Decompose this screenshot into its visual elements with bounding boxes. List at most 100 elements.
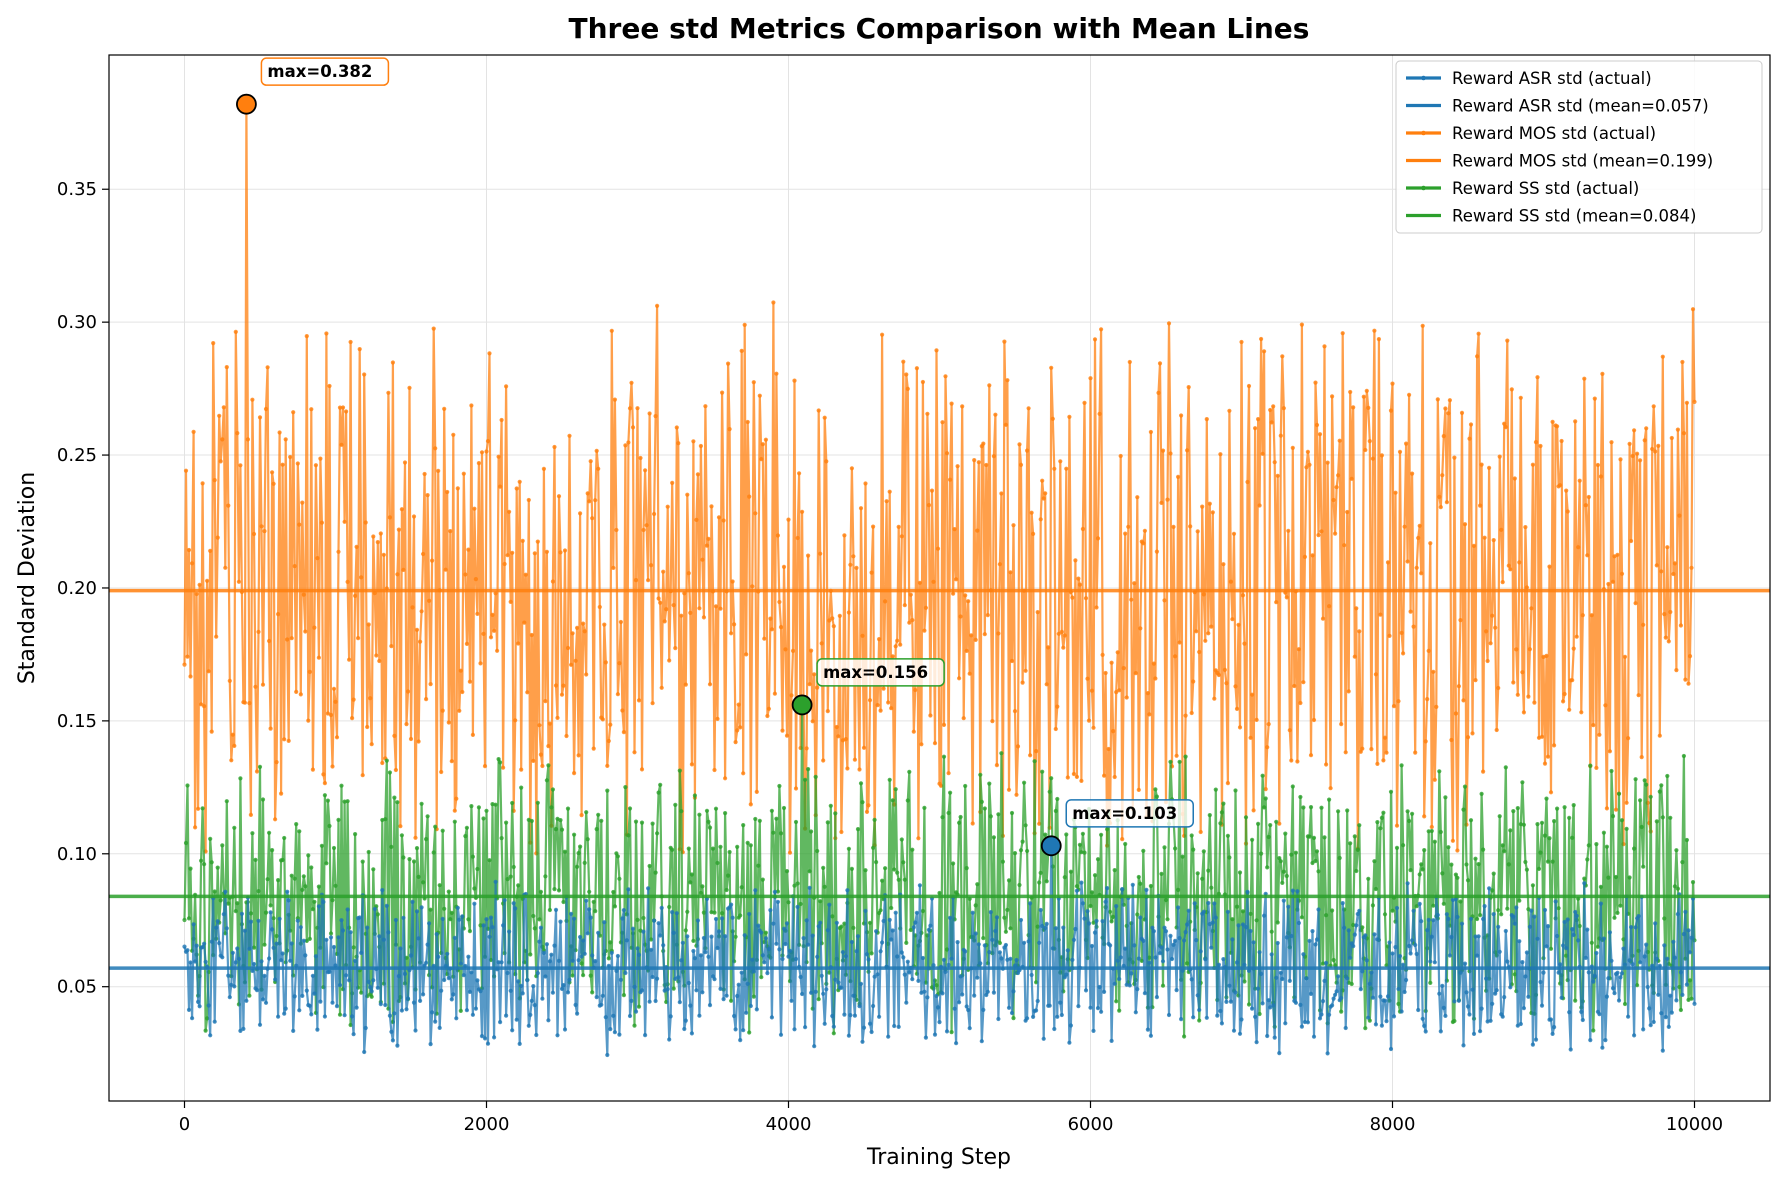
data-point <box>1328 786 1333 791</box>
data-point <box>925 411 930 416</box>
data-point <box>926 503 932 508</box>
data-point <box>505 553 510 558</box>
data-point <box>310 767 315 772</box>
data-point <box>1043 491 1048 496</box>
data-point <box>772 889 778 895</box>
data-point <box>1604 844 1609 849</box>
data-point <box>1425 928 1430 933</box>
data-point <box>1440 983 1445 989</box>
data-point <box>1542 833 1548 838</box>
data-point <box>263 910 269 915</box>
data-point <box>292 876 297 881</box>
data-point <box>1160 983 1166 988</box>
data-point <box>1514 905 1519 910</box>
data-point <box>1168 451 1173 456</box>
data-point <box>839 924 844 929</box>
data-point <box>997 562 1003 567</box>
data-point <box>1621 946 1626 951</box>
data-point <box>1378 994 1383 999</box>
data-point <box>973 931 978 936</box>
data-point <box>685 934 690 939</box>
data-point <box>1527 647 1532 652</box>
data-point <box>1354 606 1359 611</box>
data-point <box>1026 406 1031 411</box>
data-point <box>1179 413 1184 418</box>
data-point <box>1111 729 1116 734</box>
data-point <box>677 768 682 773</box>
data-point <box>1352 834 1357 839</box>
data-point <box>612 1030 618 1035</box>
data-point <box>1426 648 1431 654</box>
data-point <box>1618 903 1623 908</box>
data-point <box>1672 884 1677 889</box>
y-tick-label: 0.05 <box>57 977 97 998</box>
data-point <box>1455 875 1460 880</box>
data-point <box>1227 855 1232 860</box>
data-point <box>212 889 217 894</box>
data-point <box>1092 337 1098 342</box>
data-point <box>1677 984 1682 990</box>
data-point <box>1376 337 1381 342</box>
data-point <box>1381 810 1386 815</box>
data-point <box>813 989 818 994</box>
data-point <box>273 817 278 822</box>
series-layer <box>182 102 1697 1058</box>
data-point <box>1159 945 1164 950</box>
data-point <box>200 806 205 811</box>
data-point <box>784 733 790 738</box>
data-point <box>709 934 714 939</box>
data-point <box>1601 830 1606 835</box>
data-point <box>655 831 660 836</box>
data-point <box>1482 535 1487 540</box>
data-point <box>1687 978 1693 983</box>
data-point <box>241 1026 246 1031</box>
data-point <box>1351 405 1356 410</box>
data-point <box>431 850 436 855</box>
data-point <box>1265 745 1270 750</box>
data-point <box>543 874 548 879</box>
data-point <box>987 781 992 786</box>
data-point <box>948 915 953 920</box>
data-point <box>1367 981 1372 987</box>
data-point <box>591 899 596 905</box>
data-point <box>683 1018 688 1023</box>
data-point <box>1452 455 1457 460</box>
data-point <box>1005 907 1010 913</box>
data-point <box>378 1002 383 1007</box>
data-point <box>1668 815 1673 820</box>
data-point <box>1689 935 1694 940</box>
data-point <box>694 988 699 993</box>
data-point <box>1092 930 1098 935</box>
data-point <box>1253 426 1258 431</box>
data-point <box>842 921 847 926</box>
data-point <box>1672 955 1677 960</box>
data-point <box>226 901 231 906</box>
data-point <box>1062 633 1067 638</box>
data-point <box>1632 1033 1637 1038</box>
data-point <box>1650 446 1655 452</box>
data-point <box>1311 835 1317 841</box>
data-point <box>1256 821 1261 827</box>
data-point <box>232 743 237 749</box>
data-point <box>1352 654 1357 659</box>
legend-label: Reward SS std (actual) <box>1452 179 1639 198</box>
data-point <box>1468 818 1474 823</box>
data-point <box>1431 903 1436 908</box>
data-point <box>561 899 566 905</box>
data-point <box>556 958 562 963</box>
data-point <box>345 907 350 912</box>
data-point <box>1435 912 1440 918</box>
data-point <box>393 917 398 923</box>
data-point <box>230 950 235 955</box>
data-point <box>1407 943 1412 949</box>
data-point <box>880 878 885 883</box>
data-point <box>1225 909 1230 914</box>
data-point <box>386 930 391 935</box>
data-point <box>754 789 759 795</box>
data-point <box>1256 417 1261 422</box>
data-point <box>745 981 750 987</box>
data-point <box>692 793 698 798</box>
data-point <box>1393 945 1398 950</box>
data-point <box>809 990 814 995</box>
data-point <box>543 974 548 979</box>
